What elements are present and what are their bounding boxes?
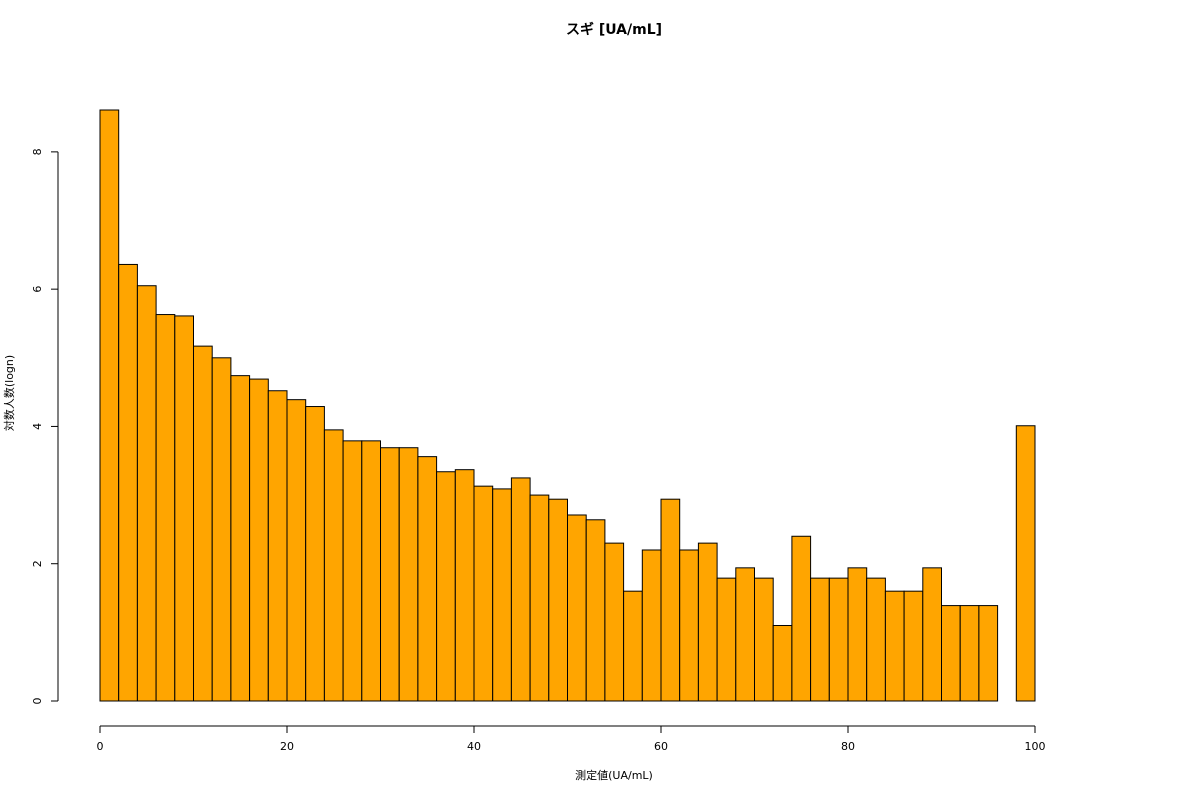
bar (772, 624, 793, 702)
bar (810, 577, 830, 702)
bar (847, 567, 868, 702)
bar (791, 535, 812, 702)
bar (136, 285, 157, 702)
bar (454, 469, 475, 702)
bar (585, 519, 606, 702)
bar (398, 447, 419, 702)
bar (267, 390, 288, 702)
bar (884, 590, 905, 702)
bar (99, 109, 120, 702)
bar (866, 577, 886, 702)
y-tick-label: 4 (31, 423, 44, 430)
bar (754, 577, 774, 702)
bar (417, 456, 438, 702)
bar (697, 542, 718, 702)
bar (361, 440, 381, 702)
bar (380, 447, 400, 702)
bar (155, 314, 176, 702)
bar (716, 577, 737, 702)
bar (174, 315, 195, 702)
bar (286, 399, 307, 702)
bar (641, 549, 662, 702)
bar (604, 542, 625, 702)
y-tick-label: 0 (31, 698, 44, 705)
bar (118, 263, 138, 702)
y-axis-label: 対数人数(logn) (2, 355, 16, 431)
x-axis-label: 測定値(UA/mL) (575, 768, 653, 782)
bar (903, 590, 924, 702)
bar (492, 488, 512, 702)
y-tick-label: 2 (31, 560, 44, 567)
bar (305, 406, 325, 702)
bar (548, 498, 568, 702)
x-tick-label: 0 (97, 740, 104, 753)
bar (623, 590, 643, 702)
x-tick-label: 100 (1025, 740, 1046, 753)
bar (230, 375, 251, 702)
bar (679, 549, 699, 702)
bar (959, 605, 980, 702)
x-tick-label: 80 (841, 740, 855, 753)
bar (510, 477, 531, 702)
bar (436, 471, 456, 702)
bar (941, 605, 961, 702)
chart-title: スギ [UA/mL] (566, 21, 662, 38)
bar (473, 485, 494, 702)
x-tick-label: 60 (654, 740, 668, 753)
x-tick-label: 20 (280, 740, 294, 753)
y-tick-label: 8 (31, 148, 44, 155)
x-tick-label: 40 (467, 740, 481, 753)
bar (660, 498, 681, 702)
bar (323, 429, 344, 702)
bar (735, 567, 755, 702)
bar (193, 345, 213, 702)
bar (529, 494, 550, 702)
bar (1015, 425, 1036, 702)
bar (211, 357, 232, 702)
bar (249, 378, 269, 702)
bar (567, 514, 587, 702)
bar (922, 567, 942, 702)
bar (342, 440, 363, 702)
y-tick-label: 6 (31, 286, 44, 293)
bar (978, 605, 999, 702)
bar (828, 577, 849, 702)
